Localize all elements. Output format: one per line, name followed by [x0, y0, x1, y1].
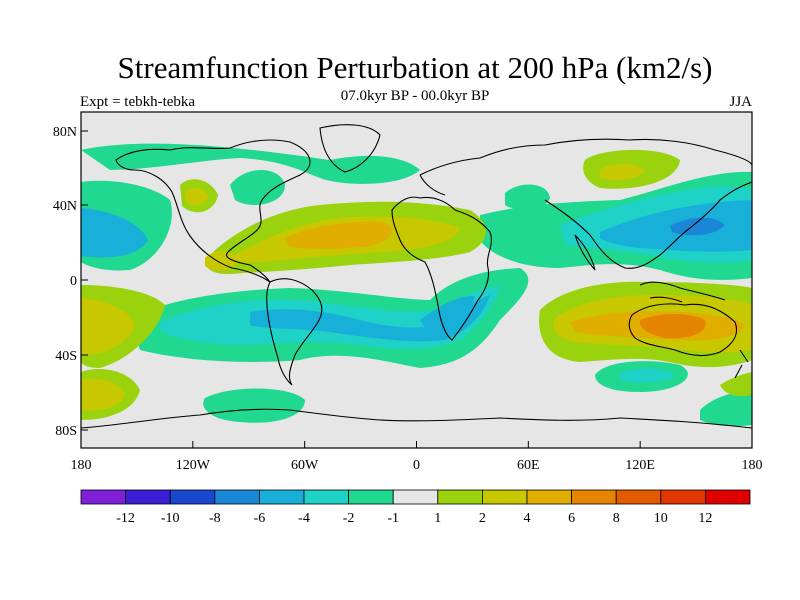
- lon-tick-label: 180: [71, 458, 92, 473]
- coast-antarctica: [81, 408, 752, 429]
- contour-pos-eastpacific: [205, 250, 238, 271]
- contour-neg-npacific-inner: [81, 208, 148, 258]
- colorbar-swatch: [615, 489, 662, 505]
- lon-tick-label: 120E: [625, 458, 655, 473]
- coastlines: [81, 124, 752, 429]
- contour-neg-arctic-band: [81, 143, 420, 184]
- contour-neg-asia-core: [670, 217, 725, 236]
- contour-fields: [81, 143, 752, 427]
- contour-pos-atlantic-core: [285, 221, 393, 249]
- contour-neg-south-pacific: [203, 388, 305, 423]
- season-label: JJA: [729, 94, 752, 110]
- coast-new-zealand: [734, 349, 749, 379]
- lat-tick-label: 80S: [55, 424, 77, 439]
- colorbar-label: -4: [298, 511, 310, 526]
- colorbar-swatch: [214, 489, 260, 505]
- coast-greenland: [319, 124, 381, 173]
- contour-pos-far-east-pacific: [720, 372, 752, 397]
- coast-india: [574, 234, 596, 271]
- colorbar-label: -2: [343, 511, 355, 526]
- map-axes: 80N 40N 0 40S 80S 180 120W 60W 0 60E 120E 180: [53, 125, 763, 473]
- contour-neg-south-indian-inner: [620, 368, 675, 383]
- contour-pos-australia-core: [639, 314, 706, 339]
- lon-tick-label: 120W: [176, 458, 211, 473]
- colorbar-swatch: [348, 489, 394, 505]
- colorbar-swatch: [392, 489, 439, 505]
- coast-south-america: [266, 278, 323, 386]
- experiment-label: Expt = tebkh-tebka: [80, 94, 196, 110]
- contour-neg-europe: [505, 184, 550, 210]
- contour-pos-npacific-west-inner: [185, 187, 208, 206]
- colorbar-swatch: [705, 489, 751, 505]
- chart-title: Streamfunction Perturbation at 200 hPa (…: [117, 50, 713, 85]
- coast-australia: [628, 303, 738, 357]
- contour-pos-sh-pacific-inner: [81, 298, 135, 355]
- contour-neg-naatlantic-small: [230, 170, 285, 205]
- colorbar-label: -1: [387, 511, 399, 526]
- lon-tick-label: 0: [413, 458, 420, 473]
- contour-neg-southern-ocean: [700, 391, 752, 427]
- colorbar-label: 12: [698, 511, 712, 526]
- lat-tick-label: 40N: [53, 199, 77, 214]
- map-panel: [80, 111, 753, 449]
- lon-tick-label: 60W: [291, 458, 319, 473]
- lat-tick-label: 80N: [53, 125, 77, 140]
- colorbar-swatch: [303, 489, 349, 505]
- coast-eurasia-north: [419, 138, 752, 269]
- colorbar-swatch: [526, 489, 572, 505]
- colorbar-label: -10: [161, 511, 180, 526]
- colorbar-label: -8: [209, 511, 221, 526]
- colorbar-label: -12: [116, 511, 135, 526]
- colorbar-label: 4: [524, 511, 531, 526]
- coast-north-america: [115, 139, 311, 283]
- colorbar-swatch: [481, 489, 528, 505]
- colorbar-swatch: [258, 489, 305, 505]
- colorbar-label: 1: [434, 511, 441, 526]
- colorbar-swatch: [571, 489, 617, 505]
- coast-indonesia: [639, 281, 726, 303]
- colorbar-swatch: [125, 489, 171, 505]
- colorbar-label: 2: [479, 511, 486, 526]
- colorbar: -12 -10 -8 -6 -4 -2 -1 1 2 4 6 8 10 12: [80, 489, 751, 526]
- colorbar-label: -6: [254, 511, 266, 526]
- colorbar-swatch: [660, 489, 706, 505]
- coast-africa-eurasia: [391, 196, 492, 341]
- lat-tick-label: 0: [70, 274, 77, 289]
- colorbar-swatch: [169, 489, 216, 505]
- lat-tick-label: 40S: [55, 349, 77, 364]
- colorbar-swatch: [437, 489, 483, 505]
- colorbar-label: 10: [654, 511, 668, 526]
- colorbar-label: 6: [568, 511, 575, 526]
- lon-tick-label: 60E: [517, 458, 540, 473]
- colorbar-swatch: [80, 489, 126, 505]
- contour-neg-sh-atlantic: [420, 295, 475, 335]
- colorbar-label: 8: [613, 511, 620, 526]
- contour-pos-south-pacific-lower-inner: [81, 378, 125, 411]
- lon-tick-label: 180: [742, 458, 763, 473]
- period-subtitle: 07.0kyr BP - 00.0kyr BP: [340, 88, 490, 104]
- contour-pos-arctic-siberia-inner: [600, 164, 645, 180]
